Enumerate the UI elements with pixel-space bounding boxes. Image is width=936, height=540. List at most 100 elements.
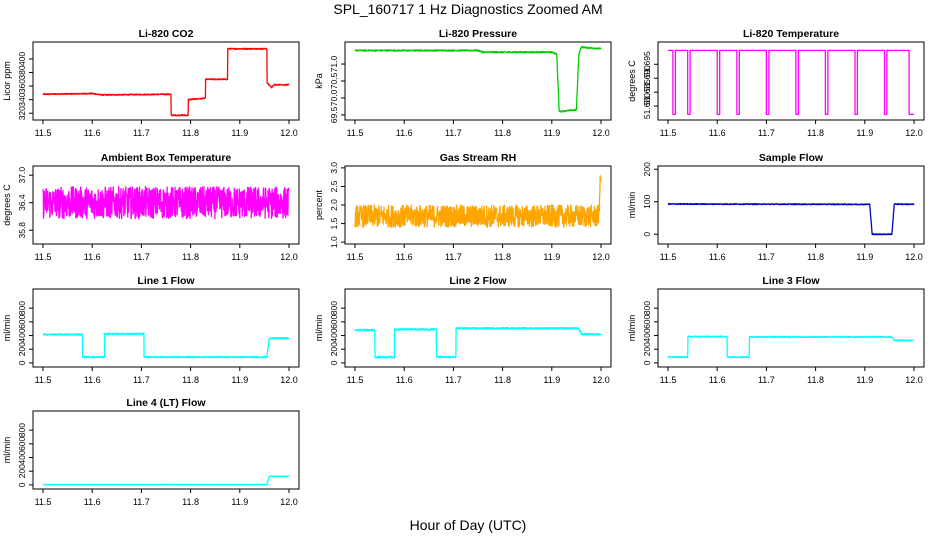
y-axis-label: Licor ppm — [2, 61, 12, 101]
y-tick-label: 800 — [329, 301, 339, 315]
panel-10: Line 4 (LT) Flow ml/min 11.5 11.6 11.7 11.8 11… — [2, 397, 300, 507]
x-tick-label: 11.5 — [35, 497, 52, 507]
y-tick-label: 51.695 — [642, 51, 652, 77]
y-tick-label: 0 — [642, 360, 652, 365]
y-tick-label: 200 — [642, 162, 652, 176]
x-axis-shared-label: Hour of Day (UTC) — [409, 517, 527, 533]
panel-frame — [32, 410, 300, 490]
y-tick-label: 200 — [17, 464, 27, 478]
panel-title: Gas Stream RH — [440, 152, 516, 164]
x-tick-label: 12.0 — [905, 375, 923, 385]
x-tick-label: 11.9 — [543, 128, 560, 138]
series-line — [668, 49, 914, 116]
y-tick-label: 1.0 — [329, 236, 339, 248]
y-tick-label: 100 — [642, 194, 652, 208]
y-axis-label: ml/min — [627, 192, 637, 219]
panel-frame — [32, 288, 300, 368]
x-tick-label: 11.5 — [660, 252, 677, 262]
y-tick-label: 200 — [642, 342, 652, 356]
x-tick-label: 11.6 — [84, 497, 101, 507]
x-tick-label: 11.6 — [396, 375, 413, 385]
y-axis-label: kPa — [314, 73, 324, 89]
x-tick-label: 11.5 — [347, 128, 364, 138]
x-tick-label: 11.5 — [35, 375, 52, 385]
y-tick-label: 3.0 — [329, 162, 339, 174]
y-tick-label: 0 — [329, 360, 339, 365]
x-tick-label: 11.8 — [182, 128, 199, 138]
x-tick-label: 11.7 — [133, 375, 150, 385]
y-axis-label: percent — [314, 189, 324, 220]
x-tick-label: 11.5 — [35, 252, 52, 262]
x-tick-label: 11.7 — [758, 252, 775, 262]
y-tick-label: 37.0 — [17, 167, 27, 184]
panel-5: Gas Stream RH percent 11.5 11.6 11.7 11.8 11.9… — [314, 152, 612, 262]
x-tick-label: 11.9 — [856, 252, 873, 262]
x-tick-label: 11.9 — [543, 375, 560, 385]
x-tick-label: 11.7 — [133, 497, 150, 507]
x-tick-label: 11.6 — [709, 375, 726, 385]
x-tick-label: 11.9 — [543, 252, 560, 262]
panel-title: Ambient Box Temperature — [101, 152, 232, 164]
y-tick-label: 200 — [329, 342, 339, 356]
series-line — [42, 332, 290, 359]
x-tick-label: 11.9 — [856, 128, 873, 138]
y-tick-label: 800 — [17, 301, 27, 315]
panel-1: Li-820 CO2 Licor ppm 11.5 11.6 11.7 11.8 11.9 1… — [2, 28, 300, 138]
x-tick-label: 11.8 — [494, 128, 511, 138]
x-tick-label: 11.5 — [347, 252, 364, 262]
panel-title: Sample Flow — [759, 152, 824, 164]
series-line — [42, 186, 290, 220]
x-tick-label: 12.0 — [905, 128, 923, 138]
y-tick-label: 0 — [642, 232, 652, 237]
x-tick-label: 11.6 — [396, 128, 413, 138]
y-axis-label: ml/min — [314, 315, 324, 342]
y-tick-label: 71.0 — [329, 56, 339, 73]
y-tick-label: 2.0 — [329, 199, 339, 211]
series-line — [667, 202, 915, 236]
y-tick-label: 70.0 — [329, 89, 339, 106]
series-line — [42, 475, 290, 486]
panel-title: Line 4 (LT) Flow — [126, 397, 206, 409]
x-tick-label: 12.0 — [280, 375, 298, 385]
series-line — [667, 335, 915, 359]
x-tick-label: 12.0 — [280, 497, 298, 507]
x-tick-label: 11.8 — [182, 252, 199, 262]
x-tick-label: 11.5 — [660, 375, 677, 385]
y-tick-label: 200 — [17, 342, 27, 356]
y-tick-label: 69.5 — [329, 106, 339, 123]
y-tick-label: 320 — [17, 106, 27, 120]
x-tick-label: 11.9 — [231, 128, 248, 138]
x-tick-label: 11.7 — [133, 128, 150, 138]
x-tick-label: 11.7 — [758, 128, 775, 138]
x-tick-label: 11.5 — [660, 128, 677, 138]
x-tick-label: 12.0 — [280, 252, 298, 262]
y-tick-label: 600 — [329, 314, 339, 328]
y-tick-label: 70.5 — [329, 72, 339, 89]
x-tick-label: 12.0 — [592, 128, 610, 138]
x-tick-label: 11.7 — [133, 252, 150, 262]
x-tick-label: 11.6 — [709, 128, 726, 138]
y-tick-label: 600 — [17, 436, 27, 450]
x-tick-label: 12.0 — [905, 252, 923, 262]
y-axis-label: degrees C — [2, 184, 12, 226]
y-tick-label: 400 — [329, 328, 339, 342]
panel-frame — [657, 288, 925, 368]
x-tick-label: 11.9 — [231, 375, 248, 385]
panel-frame — [657, 41, 925, 121]
series-line — [354, 175, 602, 228]
x-tick-label: 11.6 — [84, 375, 101, 385]
x-tick-label: 11.6 — [709, 252, 726, 262]
panel-frame — [32, 41, 300, 121]
x-tick-label: 11.5 — [347, 375, 364, 385]
x-tick-label: 11.8 — [182, 375, 199, 385]
y-axis-label: ml/min — [2, 315, 12, 342]
y-tick-label: 600 — [17, 314, 27, 328]
x-tick-label: 12.0 — [592, 252, 610, 262]
y-tick-label: 36.4 — [17, 194, 27, 211]
y-tick-label: 51.690 — [642, 65, 652, 91]
panel-title: Line 1 Flow — [137, 275, 195, 287]
x-tick-label: 11.7 — [445, 128, 462, 138]
x-tick-label: 11.5 — [35, 128, 52, 138]
y-axis-label: ml/min — [2, 437, 12, 464]
